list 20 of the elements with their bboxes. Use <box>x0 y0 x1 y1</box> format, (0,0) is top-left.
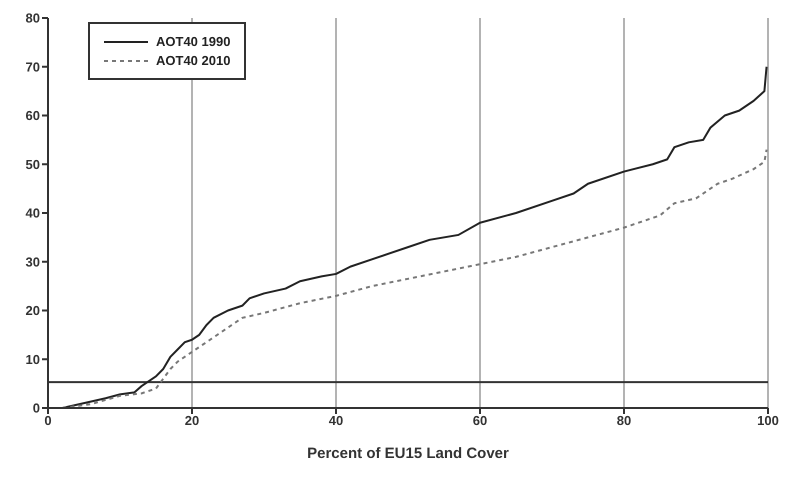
x-axis-title: Percent of EU15 Land Cover <box>307 445 510 462</box>
y-tick-label: 80 <box>26 10 40 26</box>
y-tick-label: 70 <box>26 59 40 74</box>
x-tick-label: 60 <box>472 413 488 428</box>
y-tick-label: 20 <box>26 303 40 318</box>
y-tick-label: 40 <box>26 206 40 221</box>
x-tick-label: 40 <box>328 413 344 428</box>
line-series <box>61 66 768 408</box>
x-tick-label: 0 <box>44 413 52 428</box>
x-tick-label: 80 <box>616 413 632 428</box>
line-series <box>61 148 768 408</box>
y-tick-label: 0 <box>32 400 40 416</box>
y-tick-label: 50 <box>26 156 40 172</box>
y-tick-label: 10 <box>26 352 40 367</box>
legend-label: AOT40 1990 <box>156 34 230 49</box>
legend-label: AOT40 2010 <box>156 53 230 68</box>
x-tick-label: 100 <box>757 413 779 428</box>
x-tick-label: 20 <box>184 413 200 428</box>
y-tick-label: 60 <box>26 108 40 124</box>
y-tick-label: 30 <box>26 254 40 270</box>
